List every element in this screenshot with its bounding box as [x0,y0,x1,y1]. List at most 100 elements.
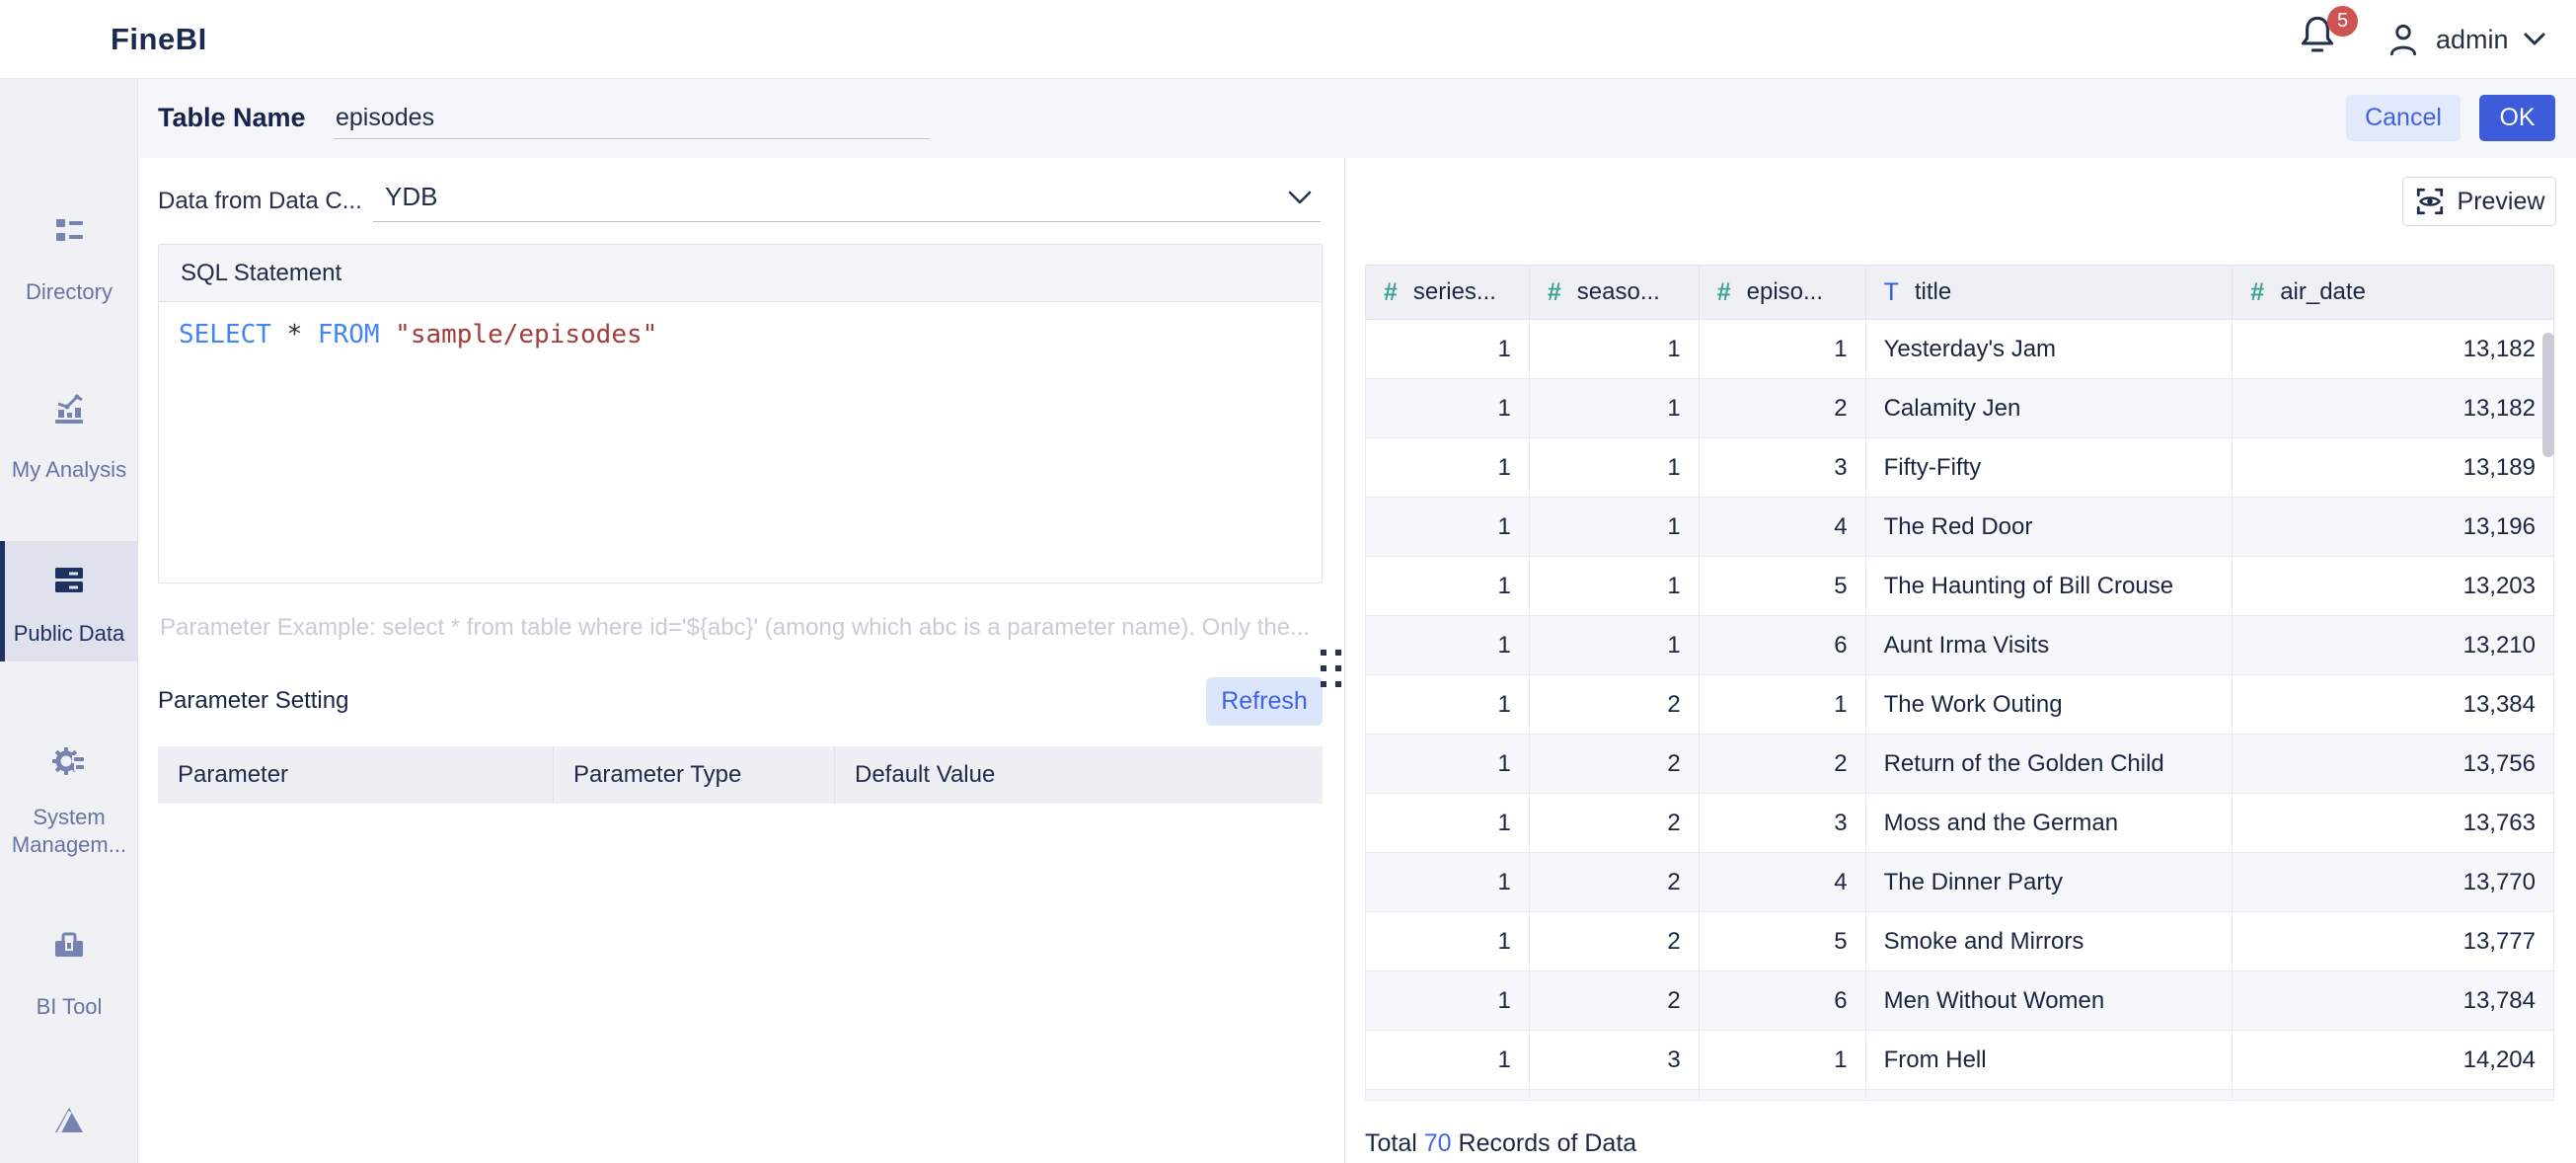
number-type-icon: # [2250,277,2265,306]
table-row: 1 1 2 Calamity Jen 13,182 [1365,379,2554,438]
table-row: 1 2 5 Smoke and Mirrors 13,777 [1365,912,2554,971]
sql-token-keyword: FROM [317,320,380,349]
panel-resize-handle[interactable] [1321,650,1341,687]
user-menu[interactable]: admin [2385,14,2546,65]
table-cell: 4 [1699,498,1866,557]
table-cell: 1 [1699,675,1866,735]
table-cell: 3 [1529,1031,1700,1090]
sql-editor-header: SQL Statement [159,245,1322,302]
text-type-icon: T [1883,277,1899,306]
chevron-down-icon [1287,190,1313,205]
table-cell: 1 [1366,1031,1530,1090]
table-cell: Yesterday's Jam [1865,320,2234,379]
toolbar: Table Name Cancel OK [138,79,2576,158]
table-cell: 1 [1529,557,1700,616]
table-cell: 13,763 [2233,794,2554,853]
table-row: 1 2 4 The Dinner Party 13,770 [1365,853,2554,912]
sidebar-selected-highlight [0,541,138,661]
bell-icon [2296,12,2365,61]
sql-token-keyword: SELECT [179,320,271,349]
table-cell: 1 [1529,438,1700,498]
table-cell: 1 [1366,853,1530,912]
table-cell: 13,756 [2233,735,2554,794]
table-cell: From Hell [1865,1031,2234,1090]
table-cell: 1 [1366,379,1530,438]
sidebar-item-system-management[interactable]: System Managem... [0,742,138,859]
directory-icon [0,211,138,251]
table-cell: 13,384 [2233,675,2554,735]
recycle-bin-icon [0,1102,138,1141]
parameter-table-header-cell: Parameter Type [554,746,835,804]
table-cell: 2 [1699,379,1866,438]
preview-eye-icon [2414,186,2446,217]
table-cell: 1 [1366,616,1530,675]
sidebar-item-my-analysis[interactable]: My Analysis [0,389,138,484]
table-cell: 3 [1699,438,1866,498]
table-row: 1 2 3 Moss and the German 13,763 [1365,794,2554,853]
table-cell: 1 [1699,1031,1866,1090]
table-cell: 1 [1529,379,1700,438]
table-cell [1699,1090,1866,1101]
preview-button[interactable]: Preview [2402,177,2556,226]
total-prefix: Total [1365,1129,1417,1157]
table-cell: Aunt Irma Visits [1865,616,2234,675]
cancel-button[interactable]: Cancel [2346,95,2461,141]
table-cell: 1 [1366,438,1530,498]
table-cell: 1 [1366,498,1530,557]
table-cell: Fifty-Fifty [1865,438,2234,498]
table-row: 1 3 1 From Hell 14,204 [1365,1031,2554,1090]
refresh-button[interactable]: Refresh [1206,677,1323,726]
number-type-icon: # [1547,277,1561,306]
table-cell: 14,204 [2233,1031,2554,1090]
table-cell: 13,210 [2233,616,2554,675]
sidebar-item-public-data[interactable]: Public Data [0,561,138,648]
table-cell: 1 [1529,616,1700,675]
parameter-table-header-cell: Default Value [855,761,996,788]
table-cell: 2 [1529,794,1700,853]
notification-bell-button[interactable]: 5 [2296,6,2365,67]
number-type-icon: # [1384,277,1398,306]
total-count: 70 [1423,1129,1452,1157]
table-cell: The Red Door [1865,498,2234,557]
table-row: 1 2 1 The Work Outing 13,384 [1365,675,2554,735]
table-name-input[interactable] [334,97,930,139]
sidebar-item-directory[interactable]: Directory [0,211,138,306]
panel-divider [1344,158,1345,1163]
sidebar-item-bi-tool[interactable]: BI Tool [0,928,138,1021]
table-cell: The Haunting of Bill Crouse [1865,557,2234,616]
preview-table-body: 1 1 1 Yesterday's Jam 13,182 1 1 2 Calamity Jen 1… [1365,320,2554,1101]
sidebar-item-label: BI Tool [36,994,103,1019]
column-header-cell: # seaso... [1530,266,1700,319]
table-cell: 1 [1366,557,1530,616]
table-cell [2233,1090,2554,1101]
table-row-partial [1365,1090,2554,1101]
table-row: 1 2 6 Men Without Women 13,784 [1365,971,2554,1031]
preview-button-label: Preview [2457,187,2545,215]
table-cell: 13,784 [2233,971,2554,1031]
table-name-label: Table Name [158,103,306,132]
sql-editor[interactable]: SQL Statement SELECT * FROM "sample/epis… [158,244,1323,583]
table-cell: 1 [1699,320,1866,379]
data-connection-label: Data from Data C... [158,188,362,214]
column-header-label: air_date [2280,278,2366,305]
table-cell: 1 [1366,912,1530,971]
table-cell: 1 [1366,320,1530,379]
sidebar-item-recycle-bin[interactable]: Recycle Bin [0,1102,138,1163]
sql-code[interactable]: SELECT * FROM "sample/episodes" [159,302,1322,367]
table-cell: 1 [1366,675,1530,735]
data-connection-select[interactable]: YDB [373,180,1321,222]
user-chevron-down-icon [2523,32,2546,47]
table-cell: 3 [1699,794,1866,853]
preview-scrollbar-thumb[interactable] [2542,333,2554,457]
user-avatar-icon [2385,20,2422,59]
ok-button[interactable]: OK [2479,95,2555,141]
username: admin [2436,24,2509,54]
finebi-logo: FineBI [111,22,207,56]
table-cell: 2 [1529,971,1700,1031]
sidebar-item-label-line2: Managem... [11,832,127,857]
table-cell: 2 [1529,853,1700,912]
sidebar: Directory My Analysis [0,79,138,1163]
table-cell: 13,182 [2233,379,2554,438]
